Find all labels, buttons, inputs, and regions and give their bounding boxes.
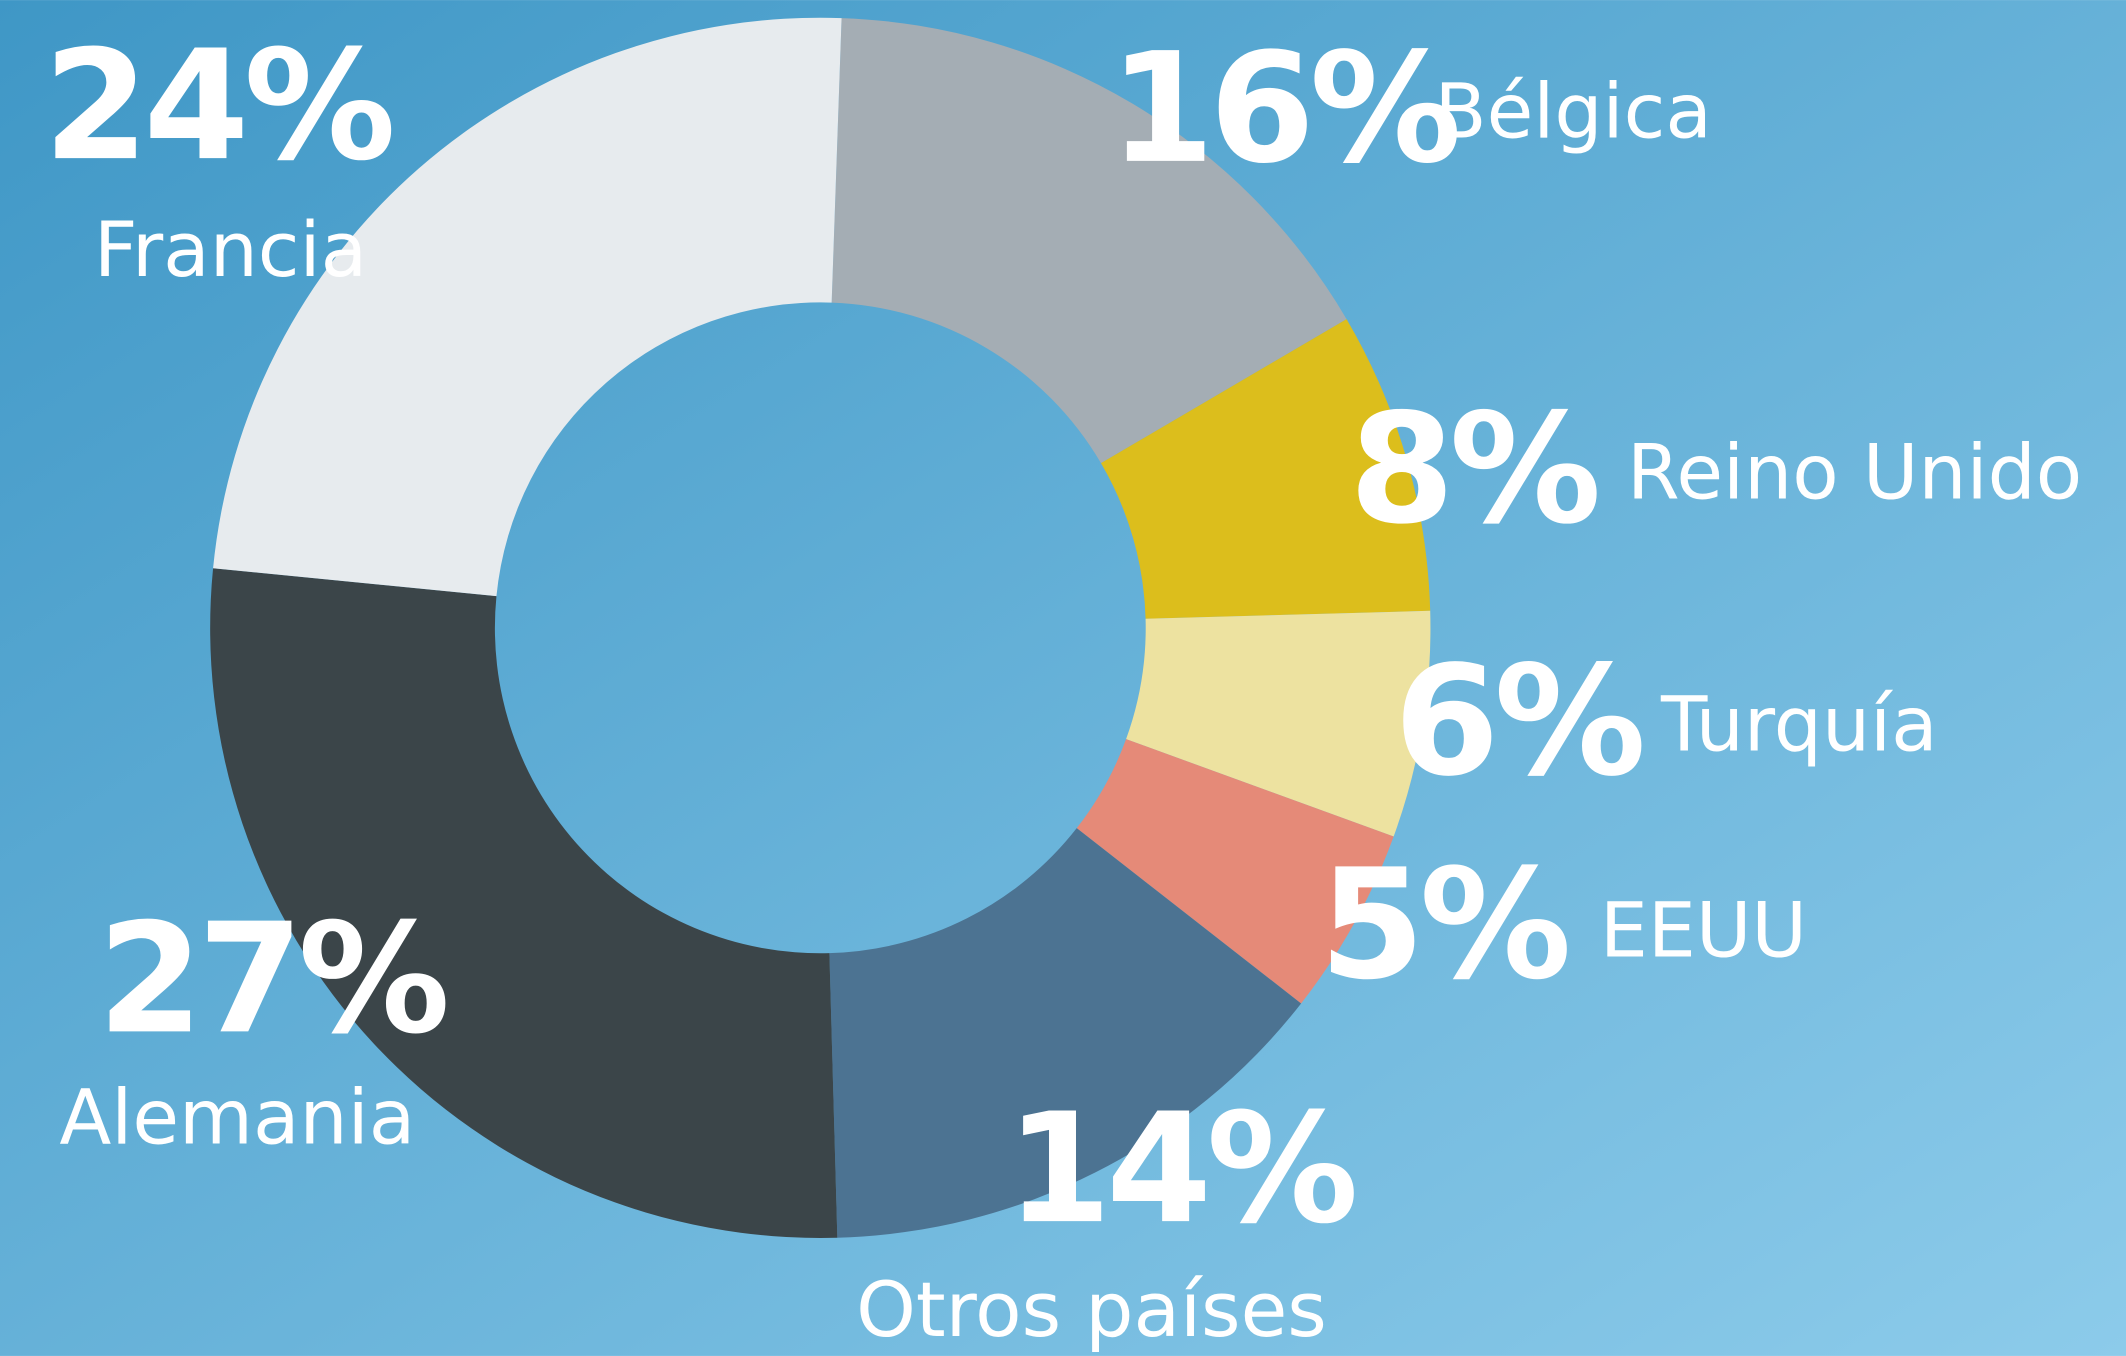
category-label: Reino Unido (1627, 428, 2082, 516)
labels: 16%Bélgica 8% Reino Unido 6% Turquía 5% EEUU 14… (43, 17, 2082, 1354)
slice (829, 828, 1302, 1238)
slice (1126, 610, 1431, 837)
value-label: 14% (1006, 1080, 1354, 1257)
category-label: EEUU (1600, 887, 1807, 975)
value-label: 16% (1109, 20, 1457, 197)
category-label: Turquía (1660, 681, 1938, 769)
slice (1100, 319, 1431, 619)
category-label: Francia (94, 206, 367, 294)
value-label: 6% (1394, 633, 1642, 810)
donut (210, 17, 1431, 1238)
category-label: Alemania (59, 1074, 415, 1162)
value-label: 27% (98, 890, 446, 1067)
slice (831, 18, 1347, 464)
value-label: 24% (43, 17, 391, 194)
slice (213, 17, 842, 597)
value-label: 5% (1319, 836, 1567, 1013)
category-label: Otros países (856, 1266, 1327, 1354)
category-label: Bélgica (1435, 68, 1712, 156)
value-label: 8% (1349, 381, 1597, 558)
slice (210, 568, 838, 1238)
slice (1076, 739, 1394, 1004)
